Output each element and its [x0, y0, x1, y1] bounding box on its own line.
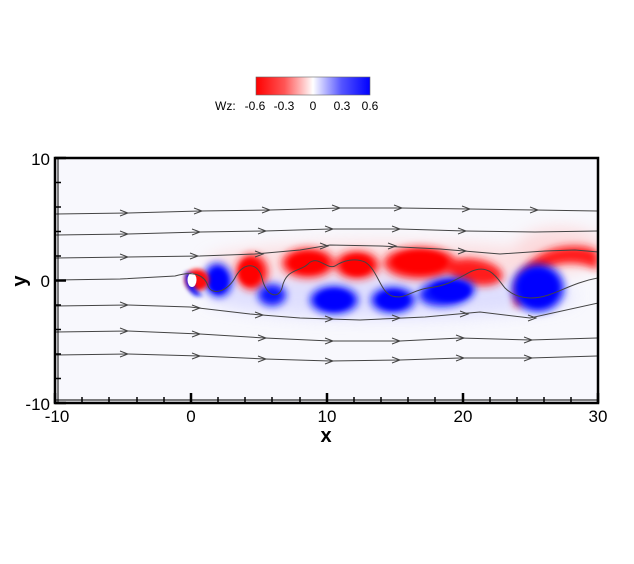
y-axis-title: y [9, 275, 31, 287]
plot-area: 10 0 -10 -10 0 10 20 30 x y [9, 150, 607, 447]
x-tick-label: 30 [589, 407, 608, 426]
colorbar-tick: 0.3 [334, 99, 351, 113]
colorbar-gradient [255, 76, 371, 96]
cylinder [187, 273, 197, 287]
x-tick-label: 10 [318, 407, 337, 426]
x-axis-ticks [53, 393, 600, 403]
colorbar-variable-label: Wz: [215, 99, 236, 113]
streamline-arrows [119, 204, 540, 365]
colorbar-tick: -0.6 [245, 99, 266, 113]
x-tick-label: 0 [186, 407, 195, 426]
x-tick-label: 20 [454, 407, 473, 426]
colorbar-tick: -0.3 [274, 99, 295, 113]
cylinder-region [185, 269, 209, 296]
colorbar-legend: Wz: -0.6 -0.3 0 0.3 0.6 [215, 76, 379, 113]
colorbar-tick: 0 [310, 99, 317, 113]
vorticity-field [56, 204, 597, 365]
colorbar-tick: 0.6 [362, 99, 379, 113]
y-tick-label: 0 [41, 272, 50, 291]
x-tick-label: -10 [45, 407, 70, 426]
y-tick-label: -10 [25, 395, 50, 414]
y-axis-ticks [55, 156, 66, 405]
y-tick-label: 10 [31, 150, 50, 169]
x-axis-title: x [320, 425, 331, 447]
